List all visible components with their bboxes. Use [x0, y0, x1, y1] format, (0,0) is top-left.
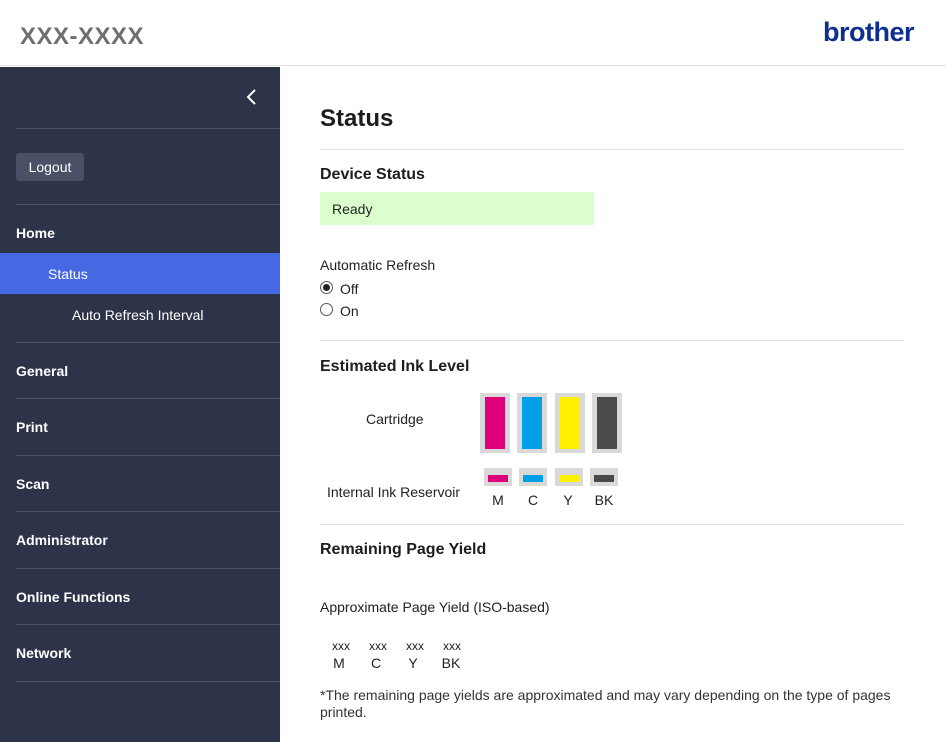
ink-name: M	[492, 492, 504, 508]
header-bar: XXX-XXXX brother	[0, 0, 946, 66]
page-title: Status	[320, 105, 394, 132]
sidebar-item-print[interactable]: Print	[16, 419, 48, 435]
brother-logo: brother	[823, 17, 915, 47]
ink-level-heading: Estimated Ink Level	[320, 358, 470, 375]
yield-value: xxx	[406, 639, 424, 653]
model-name: XXX-XXXX	[20, 23, 145, 50]
sidebar-item-status[interactable]: Status	[0, 253, 280, 294]
ink-reservoir-y	[555, 468, 583, 486]
divider	[16, 568, 280, 569]
device-status-heading: Device Status	[320, 166, 425, 183]
ink-reservoir-bk	[590, 468, 618, 486]
divider	[16, 511, 280, 512]
divider	[320, 340, 904, 341]
yield-value: xxx	[443, 639, 461, 653]
chevron-left-icon[interactable]	[241, 86, 263, 108]
divider	[16, 398, 280, 399]
divider	[16, 455, 280, 456]
yield-value: xxx	[332, 639, 350, 653]
refresh-off-radio[interactable]	[320, 281, 333, 294]
ink-cartridge-m	[480, 393, 510, 453]
sidebar-item-online-functions[interactable]: Online Functions	[16, 589, 131, 605]
yield-column-name: M	[333, 655, 345, 671]
status-value: Ready	[332, 201, 373, 217]
ink-name: Y	[563, 492, 573, 508]
divider	[320, 524, 904, 525]
refresh-on-radio[interactable]	[320, 303, 333, 316]
logout-button[interactable]: Logout	[16, 153, 84, 181]
sidebar-item-label: Status	[48, 266, 88, 282]
ink-name: C	[527, 492, 539, 508]
divider	[16, 204, 280, 205]
main-content: Status Device Status Ready Automatic Ref…	[280, 67, 946, 742]
divider	[16, 624, 280, 625]
ink-name: BK	[594, 492, 614, 508]
sidebar-item-network[interactable]: Network	[16, 645, 72, 661]
cartridge-label: Cartridge	[366, 411, 424, 427]
divider	[320, 149, 904, 150]
divider	[16, 342, 280, 343]
ink-cartridge-y	[555, 393, 585, 453]
sidebar-item-general[interactable]: General	[16, 363, 69, 379]
page-yield-heading: Remaining Page Yield	[320, 541, 487, 558]
refresh-off-label[interactable]: Off	[340, 281, 359, 297]
page-yield-label: Approximate Page Yield (ISO-based)	[320, 599, 550, 615]
sidebar-item-home[interactable]: Home	[16, 225, 55, 241]
status-badge: Ready	[320, 192, 594, 225]
ink-cartridge-c	[517, 393, 547, 453]
reservoir-label: Internal Ink Reservoir	[327, 484, 461, 500]
yield-column-name: Y	[408, 655, 418, 671]
yield-column-name: BK	[441, 655, 461, 671]
sidebar: Logout Home Status Auto Refresh Interval…	[0, 67, 280, 742]
ink-reservoir-m	[484, 468, 512, 486]
ink-cartridge-bk	[592, 393, 622, 453]
yield-footnote: *The remaining page yields are approxima…	[320, 687, 891, 720]
sidebar-item-scan[interactable]: Scan	[16, 476, 50, 492]
sidebar-item-administrator[interactable]: Administrator	[16, 532, 108, 548]
yield-column-name: C	[370, 655, 382, 671]
ink-reservoir-c	[519, 468, 547, 486]
auto-refresh-label: Automatic Refresh	[320, 257, 436, 273]
refresh-on-label[interactable]: On	[340, 303, 359, 319]
divider	[16, 128, 280, 129]
sidebar-item-auto-refresh-interval[interactable]: Auto Refresh Interval	[72, 307, 204, 323]
yield-value: xxx	[369, 639, 387, 653]
divider	[16, 681, 280, 682]
